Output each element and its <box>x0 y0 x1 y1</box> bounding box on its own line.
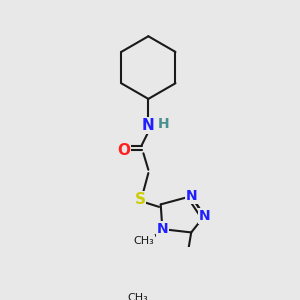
Text: N: N <box>185 189 197 203</box>
Text: S: S <box>135 192 146 207</box>
Text: CH₃: CH₃ <box>127 293 148 300</box>
Text: H: H <box>158 117 169 130</box>
Text: N: N <box>142 118 155 133</box>
Text: CH₃: CH₃ <box>134 236 154 246</box>
Text: N: N <box>157 222 168 236</box>
Text: N: N <box>199 209 210 223</box>
Text: O: O <box>117 142 130 158</box>
